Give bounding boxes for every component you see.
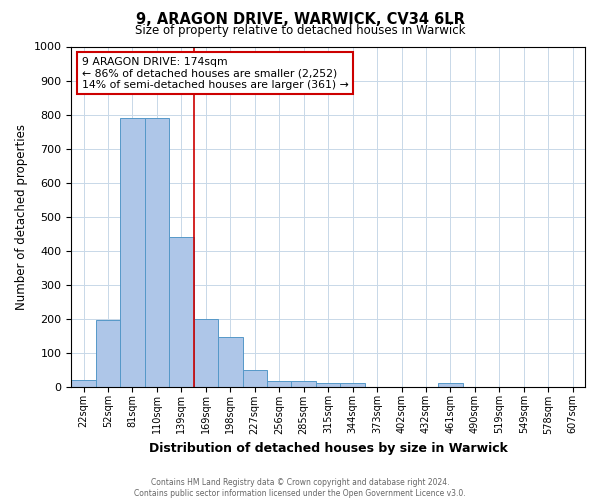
Bar [218, 337, 242, 386]
Bar [316, 383, 340, 386]
Bar [194, 318, 218, 386]
Bar [120, 118, 145, 386]
Bar [438, 383, 463, 386]
Bar [169, 237, 194, 386]
Text: Size of property relative to detached houses in Warwick: Size of property relative to detached ho… [135, 24, 465, 37]
Bar [71, 380, 96, 386]
Text: Contains HM Land Registry data © Crown copyright and database right 2024.
Contai: Contains HM Land Registry data © Crown c… [134, 478, 466, 498]
Bar [242, 370, 267, 386]
Bar [292, 382, 316, 386]
Bar [145, 118, 169, 386]
Text: 9, ARAGON DRIVE, WARWICK, CV34 6LR: 9, ARAGON DRIVE, WARWICK, CV34 6LR [136, 12, 464, 28]
Y-axis label: Number of detached properties: Number of detached properties [15, 124, 28, 310]
Text: 9 ARAGON DRIVE: 174sqm
← 86% of detached houses are smaller (2,252)
14% of semi-: 9 ARAGON DRIVE: 174sqm ← 86% of detached… [82, 56, 349, 90]
Bar [96, 320, 120, 386]
Bar [267, 382, 292, 386]
X-axis label: Distribution of detached houses by size in Warwick: Distribution of detached houses by size … [149, 442, 508, 455]
Bar [340, 383, 365, 386]
